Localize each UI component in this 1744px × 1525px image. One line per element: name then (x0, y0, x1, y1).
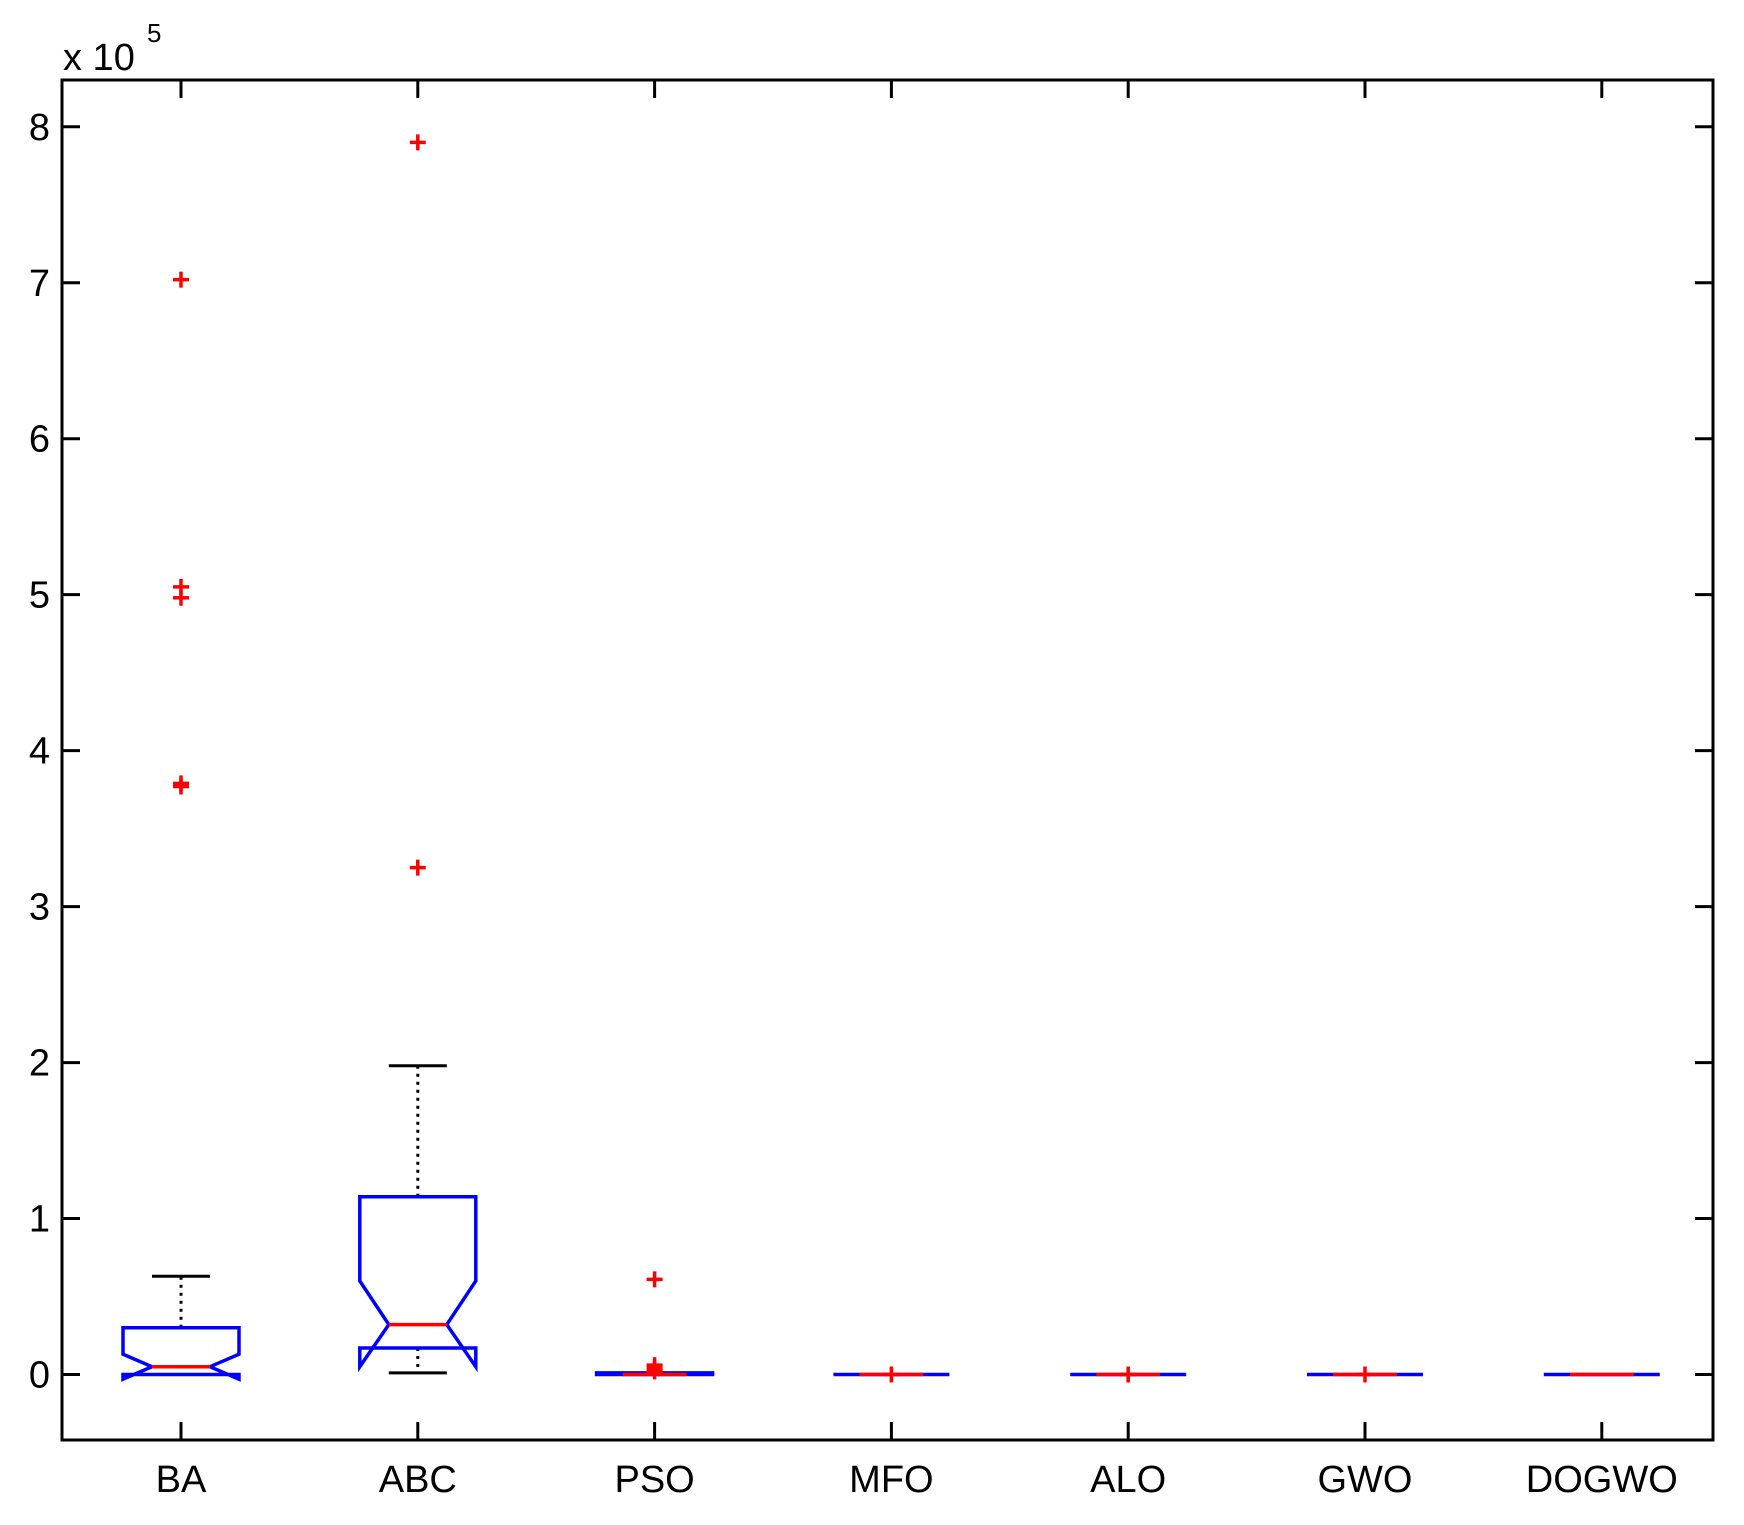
box-gwo (1307, 1366, 1423, 1383)
y-tick-label: 0 (29, 1354, 50, 1396)
y-tick-label: 5 (29, 575, 50, 617)
outlier-marker (173, 778, 189, 795)
outlier-marker (646, 1271, 663, 1288)
y-exponent-power: 5 (147, 18, 161, 48)
axis-ticks: 0 1 2 3 4 5 6 7 8 BA ABC PSO MFO ALO GWO DOGWO (29, 80, 1713, 1501)
y-tick-label: 3 (29, 887, 50, 929)
y-tick-label: 8 (29, 107, 50, 149)
box-pso (594, 1271, 715, 1380)
y-tick-label: 2 (29, 1043, 50, 1085)
outlier-marker (409, 859, 426, 876)
outlier-marker (1120, 1366, 1137, 1383)
outlier-marker (883, 1366, 900, 1383)
outlier-marker (173, 271, 189, 288)
x-tick-label: GWO (1318, 1459, 1413, 1501)
box-body (358, 1194, 478, 1373)
box-body (121, 1325, 241, 1382)
axes-frame (60, 78, 1715, 1442)
y-tick-label: 4 (29, 731, 50, 773)
x-tick-label: BA (156, 1459, 207, 1501)
x-tick-label: PSO (614, 1459, 694, 1501)
box-mfo (833, 1366, 950, 1383)
x-tick-label: MFO (849, 1459, 933, 1501)
plot-marks (121, 134, 1660, 1383)
y-tick-label: 1 (29, 1199, 50, 1241)
x-tick-label: ABC (379, 1459, 457, 1501)
box-alo (1070, 1366, 1187, 1383)
outlier-marker (1357, 1366, 1373, 1383)
y-tick-label: 7 (29, 263, 50, 305)
box-ba (121, 271, 241, 1382)
box-abc (358, 134, 478, 1375)
outlier-marker (409, 134, 426, 151)
box-body (594, 1371, 715, 1377)
x-tick-label: ALO (1090, 1459, 1166, 1501)
y-tick-label: 6 (29, 419, 50, 461)
outlier-marker (173, 589, 189, 606)
x-tick-label: DOGWO (1526, 1459, 1678, 1501)
y-exponent-base: x 10 (63, 37, 135, 79)
outlier-marker (646, 1363, 663, 1380)
